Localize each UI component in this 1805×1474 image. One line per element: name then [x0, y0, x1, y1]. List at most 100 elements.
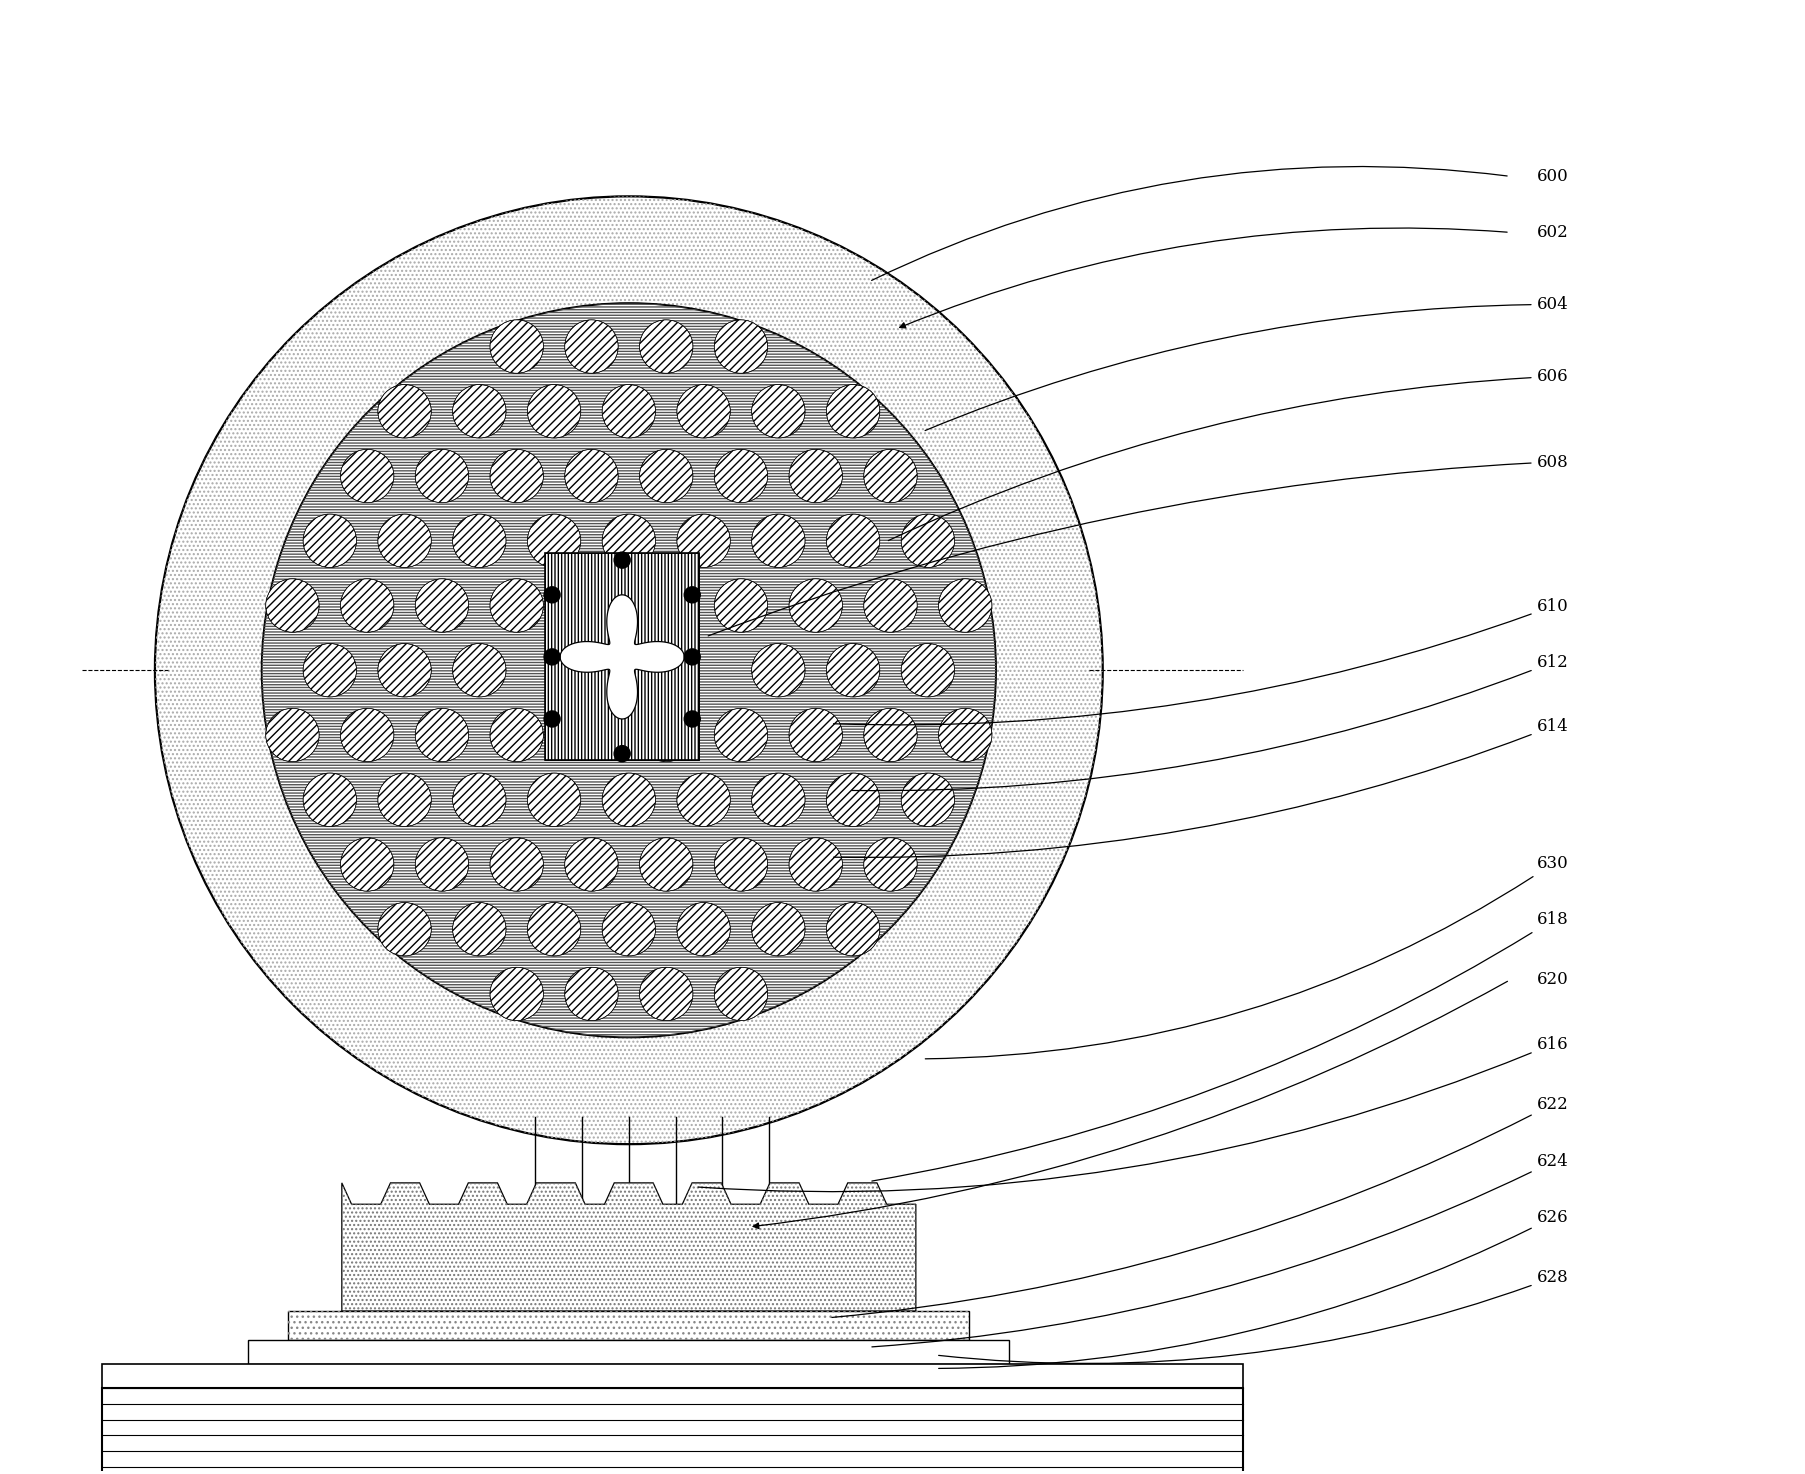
Circle shape	[677, 772, 731, 827]
Circle shape	[939, 579, 993, 632]
Circle shape	[614, 746, 630, 762]
Circle shape	[751, 902, 805, 957]
Circle shape	[639, 450, 693, 503]
Circle shape	[677, 385, 731, 438]
Circle shape	[341, 579, 393, 632]
Circle shape	[565, 320, 617, 373]
Text: 610: 610	[834, 597, 1569, 725]
Circle shape	[789, 709, 843, 762]
Circle shape	[715, 837, 767, 892]
Bar	[249, 1340, 1009, 1365]
Circle shape	[715, 450, 767, 503]
Circle shape	[684, 587, 700, 603]
Text: 612: 612	[852, 654, 1569, 790]
Text: 620: 620	[1536, 971, 1569, 989]
Circle shape	[603, 514, 655, 567]
Text: 606: 606	[888, 368, 1569, 541]
Circle shape	[341, 837, 393, 892]
Circle shape	[527, 514, 581, 567]
Circle shape	[827, 514, 879, 567]
Circle shape	[827, 772, 879, 827]
Circle shape	[639, 320, 693, 373]
Circle shape	[789, 579, 843, 632]
Circle shape	[341, 709, 393, 762]
Circle shape	[901, 772, 955, 827]
Circle shape	[715, 967, 767, 1020]
Circle shape	[603, 902, 655, 957]
Circle shape	[603, 385, 655, 438]
Circle shape	[527, 902, 581, 957]
Text: 608: 608	[708, 454, 1569, 635]
Circle shape	[377, 644, 431, 697]
Circle shape	[639, 709, 693, 762]
Circle shape	[543, 649, 560, 665]
Circle shape	[489, 837, 543, 892]
Circle shape	[565, 967, 617, 1020]
Text: 624: 624	[872, 1153, 1569, 1347]
Circle shape	[865, 837, 917, 892]
Circle shape	[303, 514, 357, 567]
Circle shape	[901, 514, 955, 567]
Circle shape	[453, 514, 505, 567]
Circle shape	[489, 967, 543, 1020]
Circle shape	[751, 514, 805, 567]
Circle shape	[939, 709, 993, 762]
Circle shape	[415, 709, 469, 762]
Circle shape	[901, 644, 955, 697]
Circle shape	[543, 587, 560, 603]
Circle shape	[453, 385, 505, 438]
Circle shape	[639, 967, 693, 1020]
Circle shape	[303, 772, 357, 827]
Circle shape	[377, 902, 431, 957]
Circle shape	[614, 553, 630, 567]
Circle shape	[527, 772, 581, 827]
Circle shape	[377, 514, 431, 567]
Circle shape	[684, 649, 700, 665]
Bar	[545, 553, 699, 761]
Circle shape	[865, 579, 917, 632]
Circle shape	[715, 709, 767, 762]
Circle shape	[751, 644, 805, 697]
Circle shape	[415, 450, 469, 503]
Bar	[545, 553, 699, 761]
Circle shape	[639, 837, 693, 892]
Circle shape	[677, 514, 731, 567]
Circle shape	[377, 772, 431, 827]
Circle shape	[789, 450, 843, 503]
Circle shape	[265, 709, 319, 762]
Circle shape	[865, 709, 917, 762]
Circle shape	[565, 837, 617, 892]
Text: 630: 630	[926, 855, 1569, 1058]
Text: 600: 600	[1536, 168, 1569, 184]
Circle shape	[684, 710, 700, 727]
Circle shape	[865, 450, 917, 503]
Bar	[289, 1310, 969, 1340]
Circle shape	[751, 772, 805, 827]
Circle shape	[827, 385, 879, 438]
Bar	[101, 1365, 1244, 1389]
Bar	[289, 1310, 969, 1340]
Circle shape	[489, 579, 543, 632]
Circle shape	[827, 902, 879, 957]
Text: 622: 622	[832, 1095, 1569, 1318]
Text: 618: 618	[872, 911, 1569, 1181]
Circle shape	[751, 385, 805, 438]
Circle shape	[489, 709, 543, 762]
Text: 616: 616	[699, 1036, 1569, 1191]
Circle shape	[415, 837, 469, 892]
Circle shape	[677, 902, 731, 957]
Circle shape	[543, 710, 560, 727]
Text: 628: 628	[939, 1269, 1569, 1363]
Text: 626: 626	[939, 1209, 1569, 1368]
Text: 602: 602	[1536, 224, 1569, 240]
Circle shape	[341, 450, 393, 503]
Circle shape	[489, 320, 543, 373]
Circle shape	[789, 837, 843, 892]
Circle shape	[453, 644, 505, 697]
Circle shape	[489, 450, 543, 503]
Circle shape	[603, 772, 655, 827]
Polygon shape	[341, 1182, 915, 1310]
Circle shape	[715, 579, 767, 632]
Circle shape	[377, 385, 431, 438]
Bar	[101, 1389, 1244, 1474]
